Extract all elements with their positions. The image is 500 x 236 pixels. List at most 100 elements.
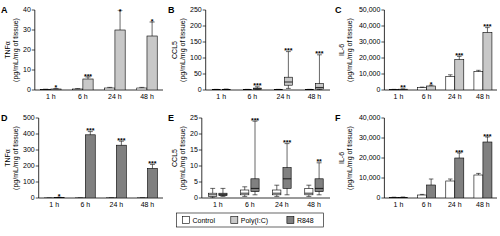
tick: [381, 74, 384, 75]
error-cap: [429, 179, 434, 180]
panel-letter: B: [168, 5, 175, 15]
tick-label: 40,000: [359, 22, 381, 29]
error-cap: [75, 88, 80, 89]
tick: [203, 10, 206, 11]
whisker-cap: [285, 194, 290, 195]
tick-label: 50,000: [359, 6, 381, 13]
significance: ***: [483, 133, 491, 140]
box: [306, 89, 314, 90]
category-label: 48 h: [141, 201, 155, 208]
tick: [199, 198, 202, 199]
legend-frame: [177, 213, 324, 227]
significance: ***: [284, 47, 292, 54]
tick-label: 0: [198, 86, 202, 93]
x-axis: [206, 90, 330, 91]
tick-label: 40: [23, 6, 31, 13]
tick-label: 10: [23, 66, 31, 73]
category-label: 1 h: [46, 93, 56, 100]
marks: [212, 52, 323, 90]
tick-label: 0: [376, 194, 380, 201]
tick-label: 300: [23, 146, 35, 153]
axis-label: CCL5: [171, 149, 178, 167]
legend: ControlPoly(I:C)R848: [177, 213, 324, 227]
y-axis: [38, 118, 39, 198]
box: [315, 179, 323, 192]
bar: [389, 89, 398, 90]
error-cap: [392, 89, 397, 90]
marks: [389, 137, 491, 198]
tick-label: 400: [23, 130, 35, 137]
box: [219, 193, 227, 195]
bar: [73, 89, 83, 90]
category-label: 6 h: [78, 93, 88, 100]
tick-label: 15: [190, 146, 198, 153]
tick-label: 50: [194, 70, 202, 77]
box: [222, 89, 230, 90]
bar: [85, 135, 95, 198]
y-axis: [384, 10, 385, 90]
box: [274, 89, 282, 90]
axis-label: (pg/mL/mg of tissue): [346, 18, 354, 82]
error-cap: [109, 197, 114, 198]
bar: [75, 197, 85, 198]
category-label: 1 h: [394, 93, 404, 100]
category-label: 1 h: [49, 201, 59, 208]
error-cap: [476, 173, 481, 174]
significance: ***: [117, 137, 125, 144]
bar: [455, 60, 464, 90]
tick-label: 25: [190, 114, 198, 121]
significance: **: [316, 158, 322, 165]
box: [283, 168, 291, 189]
y-axis: [205, 10, 206, 90]
panel-letter: C: [335, 5, 342, 15]
legend-swatch: [231, 217, 238, 224]
median: [305, 193, 313, 194]
y-axis: [201, 118, 202, 198]
bar: [44, 197, 54, 198]
tick-label: 200: [190, 22, 202, 29]
tick: [36, 182, 39, 183]
error-cap: [448, 179, 453, 180]
axis-label: TNFα: [4, 149, 11, 167]
box: [209, 193, 217, 196]
tick-label: 100: [190, 54, 202, 61]
category-label: 24 h: [108, 93, 122, 100]
tick-label: 20: [23, 46, 31, 53]
whisker-cap: [210, 188, 215, 189]
category-label: 6 h: [245, 201, 255, 208]
y-axis: [34, 10, 35, 90]
legend-label: Control: [193, 217, 216, 224]
tick: [203, 58, 206, 59]
whisker-cap: [274, 196, 279, 197]
significance: ***: [455, 52, 463, 59]
tick: [381, 158, 384, 159]
tick: [199, 166, 202, 167]
whisker-cap: [242, 196, 247, 197]
median: [284, 82, 292, 83]
median: [219, 194, 227, 195]
bar: [83, 79, 93, 90]
legend-label: Poly(I:C): [241, 217, 268, 225]
box: [273, 190, 281, 195]
tick: [36, 118, 39, 119]
bar: [446, 181, 455, 198]
panel-letter: A: [1, 5, 8, 15]
category-label: 24 h: [448, 93, 462, 100]
whisker-cap: [210, 198, 215, 199]
bar: [446, 76, 455, 90]
error-cap: [392, 197, 397, 198]
whisker-cap: [253, 194, 258, 195]
bar: [147, 36, 157, 90]
tick: [381, 138, 384, 139]
tick: [203, 90, 206, 91]
marks: [44, 132, 157, 198]
axis-label: (pg/mL/mg of tissue): [179, 18, 187, 82]
x-axis: [202, 198, 330, 199]
axis-label: TNFα: [4, 41, 11, 59]
axis-label: (pg/mL/mg of tissue): [346, 126, 354, 190]
bar: [398, 197, 407, 198]
category-label: 1 h: [394, 201, 404, 208]
significance: ***: [283, 139, 291, 146]
tick-label: 250: [190, 6, 202, 13]
significance: ***: [253, 82, 261, 89]
